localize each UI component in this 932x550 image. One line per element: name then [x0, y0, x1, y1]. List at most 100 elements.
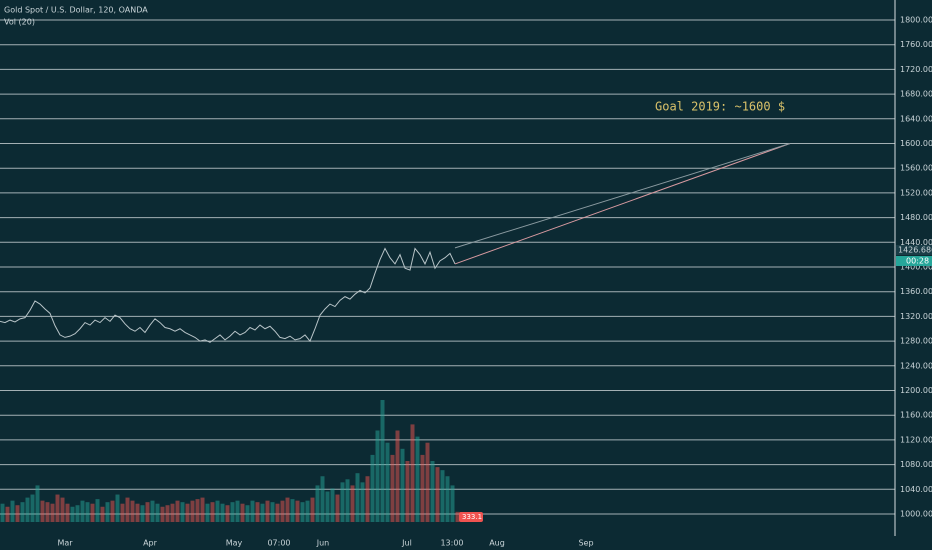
y-tick-label: 1320.000 — [900, 312, 932, 321]
volume-bar — [395, 430, 400, 522]
volume-bar — [360, 482, 365, 522]
volume-bar — [205, 503, 210, 522]
volume-bar — [390, 454, 395, 522]
volume-bar — [245, 505, 250, 522]
volume-bar — [230, 502, 235, 522]
volume-bar — [0, 503, 5, 522]
y-tick-label: 1640.000 — [900, 114, 932, 123]
volume-bar — [310, 497, 315, 522]
volume-bar — [420, 454, 425, 522]
countdown-label: 00:28 — [906, 257, 929, 266]
volume-bar — [85, 502, 90, 522]
volume-bar — [45, 502, 50, 522]
volume-bar — [250, 500, 255, 522]
volume-title: Vol (20) — [4, 18, 35, 27]
volume-bar — [140, 505, 145, 522]
trend-line — [454, 143, 791, 265]
volume-bar — [125, 497, 130, 522]
volume-badge-label: 333.1 — [462, 513, 482, 521]
volume-bar — [75, 505, 80, 522]
chart-title: Gold Spot / U.S. Dollar, 120, OANDA — [4, 6, 148, 15]
volume-bar — [330, 488, 335, 522]
volume-bar — [10, 500, 15, 522]
axis-background — [896, 0, 932, 550]
countdown-badge — [896, 256, 932, 266]
y-tick-label: 1480.000 — [900, 213, 932, 222]
volume-bar — [335, 494, 340, 522]
volume-bar — [165, 505, 170, 522]
y-tick-label: 1520.000 — [900, 188, 932, 197]
x-tick-label: May — [226, 539, 243, 548]
volume-bar — [325, 491, 330, 522]
volume-bar — [185, 503, 190, 522]
volume-bar — [190, 500, 195, 522]
y-tick-label: 1720.000 — [900, 65, 932, 74]
y-tick-label: 1240.000 — [900, 361, 932, 370]
y-tick-label: 1040.000 — [900, 485, 932, 494]
volume-bar — [130, 500, 135, 522]
trend-line — [454, 143, 791, 249]
y-tick-label: 1160.000 — [900, 411, 932, 420]
y-tick-label: 1800.000 — [900, 16, 932, 25]
volume-bar — [220, 503, 225, 522]
volume-bar — [350, 485, 355, 522]
x-tick-label: Jun — [316, 539, 330, 548]
x-tick-label: Sep — [578, 539, 593, 548]
x-tick-label: Apr — [143, 539, 158, 548]
volume-bar — [240, 503, 245, 522]
volume-bar — [225, 505, 230, 522]
volume-bar — [415, 436, 420, 522]
y-tick-label: 1760.000 — [900, 40, 932, 49]
volume-bar — [195, 499, 200, 522]
volume-bar — [380, 400, 385, 522]
volume-bar — [345, 479, 350, 522]
volume-bar — [160, 506, 165, 522]
x-tick-label: Jul — [401, 539, 412, 548]
volume-bar — [150, 500, 155, 522]
volume-bar — [435, 467, 440, 522]
volume-bar — [455, 511, 460, 522]
volume-bar — [60, 497, 65, 522]
volume-bar — [25, 497, 30, 522]
y-tick-label: 1280.000 — [900, 337, 932, 346]
x-axis-background — [0, 536, 932, 550]
volume-bar — [305, 500, 310, 522]
volume-bar — [280, 500, 285, 522]
y-tick-label: 1400.000 — [900, 263, 932, 272]
volume-bar — [155, 503, 160, 522]
x-tick-label: 07:00 — [267, 539, 290, 548]
goal-annotation: Goal 2019: ~1600 $ — [655, 100, 785, 114]
volume-bar — [65, 503, 70, 522]
volume-bar — [215, 500, 220, 522]
volume-bar — [300, 502, 305, 522]
volume-bar — [315, 485, 320, 522]
volume-bar — [375, 430, 380, 522]
y-tick-label: 1600.000 — [900, 139, 932, 148]
volume-bar — [120, 503, 125, 522]
y-tick-label: 1360.000 — [900, 287, 932, 296]
volume-bar — [440, 470, 445, 522]
volume-bar — [135, 503, 140, 522]
volume-bar — [200, 497, 205, 522]
volume-bar — [400, 448, 405, 522]
volume-bar — [405, 461, 410, 522]
volume-bar — [450, 485, 455, 522]
volume-bar — [365, 476, 370, 522]
volume-bar — [235, 500, 240, 522]
price-badge — [896, 245, 932, 255]
volume-bar — [35, 485, 40, 522]
volume-bar — [295, 500, 300, 522]
volume-bar — [90, 503, 95, 522]
y-tick-label: 1000.000 — [900, 510, 932, 519]
y-tick-label: 1560.000 — [900, 164, 932, 173]
y-tick-label: 1080.000 — [900, 460, 932, 469]
volume-bar — [5, 506, 10, 522]
volume-bar — [410, 424, 415, 522]
y-tick-label: 1120.000 — [900, 435, 932, 444]
volume-bar — [20, 502, 25, 522]
x-tick-label: Mar — [57, 539, 73, 548]
volume-bar — [270, 502, 275, 522]
volume-bar — [80, 500, 85, 522]
volume-bar — [180, 502, 185, 522]
